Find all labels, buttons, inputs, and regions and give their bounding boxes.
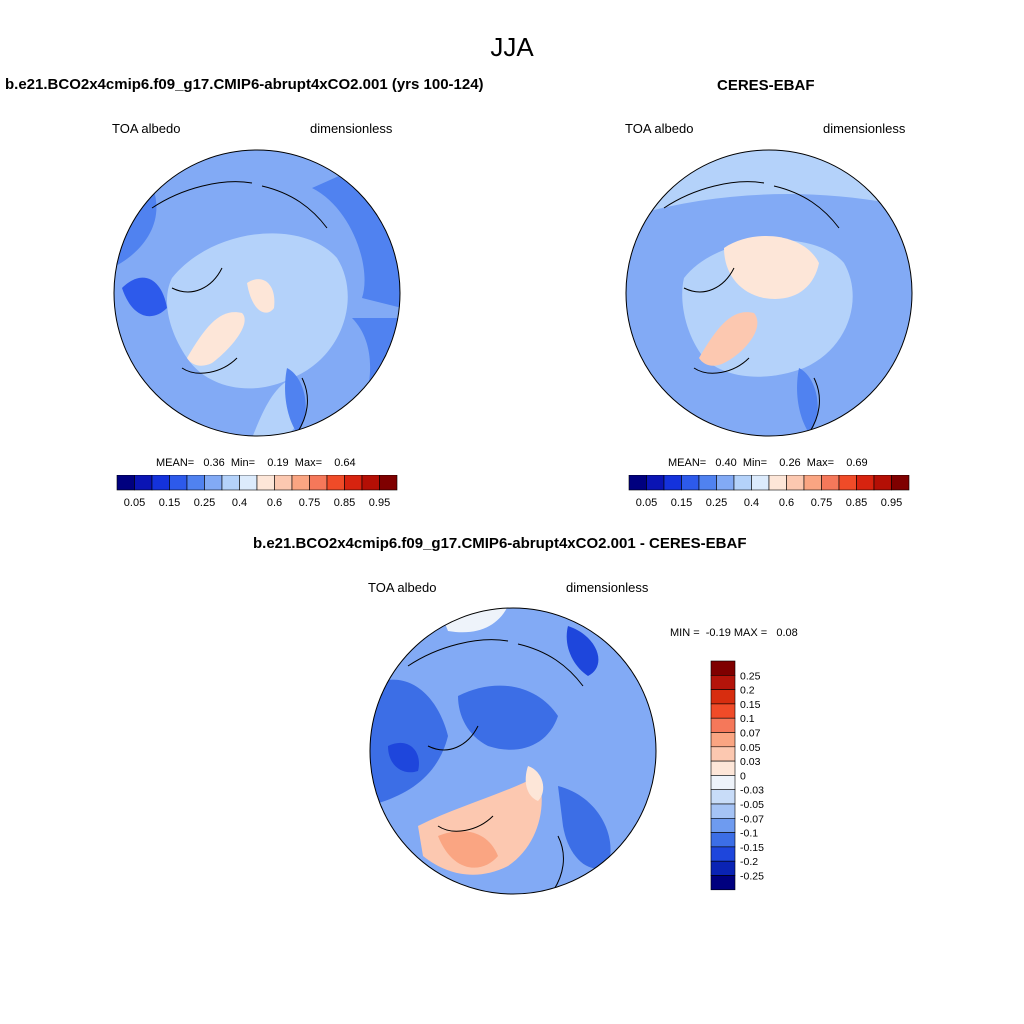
panel1-colorbar-tick-label: 0.95: [369, 497, 390, 509]
panel3-colorbar-swatch: [710, 832, 736, 848]
panel2-colorbar-tick-label: 0.15: [671, 497, 692, 509]
panel3-colorbar-swatch: [710, 860, 736, 876]
panel1-colorbar-tick-label: 0.15: [159, 497, 180, 509]
panel1-colorbar-swatch: [186, 475, 205, 491]
panel2-colorbar-tick-label: 0.05: [636, 497, 657, 509]
panel3-stats: MIN = -0.19 MAX = 0.08: [670, 627, 798, 639]
panel2-colorbar-tick-label: 0.6: [779, 497, 794, 509]
panel3-colorbar-swatch: [710, 717, 736, 733]
panel3-colorbar-swatch: [710, 660, 736, 676]
panel1-variable-label: TOA albedo: [112, 121, 181, 136]
panel3-colorbar-tick-label: 0.25: [740, 670, 761, 682]
panel2-units-label: dimensionless: [823, 121, 906, 136]
panel2-title: CERES-EBAF: [717, 77, 815, 94]
panel2-polar-map: [625, 149, 913, 437]
panel1-colorbar-swatch: [291, 475, 310, 491]
panel3-colorbar-swatch: [710, 875, 736, 891]
panel3-colorbar-tick-label: -0.15: [740, 842, 764, 854]
panel3-colorbar-tick-label: -0.05: [740, 799, 764, 811]
panel2-colorbar-tick-label: 0.4: [744, 497, 759, 509]
panel3-colorbar-swatch: [710, 746, 736, 762]
panel3-colorbar-tick-label: 0.15: [740, 699, 761, 711]
panel1-colorbar-swatch: [169, 475, 188, 491]
panel2-colorbar-swatch: [891, 475, 910, 491]
panel2-colorbar-swatch: [646, 475, 665, 491]
panel3-colorbar-swatch: [710, 789, 736, 805]
panel1-colorbar-swatch: [134, 475, 153, 491]
panel2-colorbar-swatch: [873, 475, 892, 491]
panel2-colorbar-swatch: [698, 475, 717, 491]
panel1-colorbar-tick-label: 0.05: [124, 497, 145, 509]
panel1-colorbar-swatch: [361, 475, 380, 491]
panel3-colorbar-swatch: [710, 760, 736, 776]
figure-title: JJA: [490, 32, 534, 62]
panel1-colorbar-tick-label: 0.75: [299, 497, 320, 509]
panel3-colorbar-tick-label: -0.03: [740, 785, 764, 797]
panel1-colorbar-swatch: [239, 475, 258, 491]
panel2-colorbar: 0.05 0.15 0.25 0.4 0.6 0.75 0.85 0.95: [628, 475, 910, 509]
panel1-colorbar-tick-label: 0.4: [232, 497, 247, 509]
panel2-colorbar-swatch: [803, 475, 822, 491]
panel3-colorbar: 0.25 0.2 0.15 0.1 0.07 0.05 0.03 0 -0.03 -0.05 -0.…: [710, 660, 764, 891]
panel1-colorbar-tick-label: 0.25: [194, 497, 215, 509]
panel2-colorbar-tick-label: 0.95: [881, 497, 902, 509]
panel3-colorbar-swatch: [710, 732, 736, 748]
panel1-colorbar-tick-label: 0.6: [267, 497, 282, 509]
panel2-variable-label: TOA albedo: [625, 121, 694, 136]
panel3-colorbar-tick-label: -0.07: [740, 813, 764, 825]
panel2-colorbar-swatch: [856, 475, 875, 491]
panel3-units-label: dimensionless: [566, 580, 649, 595]
panel2-colorbar-swatch: [786, 475, 805, 491]
panel1-colorbar-swatch: [274, 475, 293, 491]
panel1-polar-map: [113, 149, 401, 437]
panel3-colorbar-swatch: [710, 689, 736, 705]
panel2-colorbar-swatch: [751, 475, 770, 491]
panel1-colorbar-swatch: [256, 475, 275, 491]
panel2-colorbar-swatch: [628, 475, 647, 491]
panel3-colorbar-tick-label: 0: [740, 770, 746, 782]
panel3-colorbar-tick-label: 0.03: [740, 756, 761, 768]
panel3-colorbar-tick-label: 0.1: [740, 713, 755, 725]
panel1-colorbar-swatch: [204, 475, 223, 491]
panel2-colorbar-tick-label: 0.25: [706, 497, 727, 509]
panel2-colorbar-swatch: [768, 475, 787, 491]
panel3-polar-map: [369, 607, 657, 895]
panel1-colorbar-swatch: [151, 475, 170, 491]
panel1-colorbar: 0.05 0.15 0.25 0.4 0.6 0.75 0.85 0.95: [116, 475, 398, 509]
panel3-colorbar-swatch: [710, 675, 736, 690]
panel1-colorbar-tick-label: 0.85: [334, 497, 355, 509]
panel1-colorbar-swatch: [379, 475, 398, 491]
panel3-colorbar-tick-label: -0.2: [740, 856, 758, 868]
panel1-colorbar-swatch: [344, 475, 363, 491]
panel3-variable-label: TOA albedo: [368, 580, 437, 595]
panel2-colorbar-swatch: [663, 475, 682, 491]
panel1-units-label: dimensionless: [310, 121, 393, 136]
panel3-colorbar-tick-label: -0.25: [740, 871, 764, 883]
panel2-colorbar-swatch: [838, 475, 857, 491]
panel2-colorbar-swatch: [733, 475, 752, 491]
panel2-colorbar-swatch: [716, 475, 735, 491]
panel3-colorbar-swatch: [710, 703, 736, 719]
panel2-colorbar-swatch: [681, 475, 700, 491]
panel3-colorbar-tick-label: -0.1: [740, 828, 758, 840]
panel1-colorbar-swatch: [221, 475, 240, 491]
panel1-colorbar-swatch: [116, 475, 135, 491]
panel3-colorbar-swatch: [710, 846, 736, 862]
panel2-colorbar-tick-label: 0.75: [811, 497, 832, 509]
panel3-colorbar-swatch: [710, 775, 736, 791]
panel2-stats: MEAN= 0.40 Min= 0.26 Max= 0.69: [668, 457, 868, 469]
panel3-colorbar-swatch: [710, 818, 736, 833]
panel3-colorbar-swatch: [710, 803, 736, 819]
panel3-colorbar-tick-label: 0.07: [740, 728, 761, 740]
panel1-colorbar-swatch: [326, 475, 345, 491]
panel2-colorbar-swatch: [821, 475, 840, 491]
panel3-title: b.e21.BCO2x4cmip6.f09_g17.CMIP6-abrupt4x…: [253, 535, 747, 552]
panel1-colorbar-swatch: [309, 475, 328, 491]
panel3-colorbar-tick-label: 0.05: [740, 742, 761, 754]
panel1-title: b.e21.BCO2x4cmip6.f09_g17.CMIP6-abrupt4x…: [5, 76, 484, 93]
panel3-colorbar-tick-label: 0.2: [740, 685, 755, 697]
panel1-stats: MEAN= 0.36 Min= 0.19 Max= 0.64: [156, 457, 356, 469]
panel2-colorbar-tick-label: 0.85: [846, 497, 867, 509]
